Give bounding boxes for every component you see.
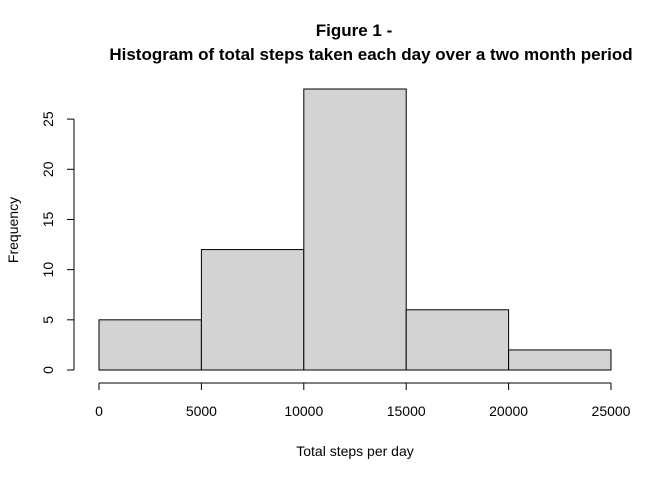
y-tick-label-4: 20 [40, 161, 56, 177]
y-tick-label-5: 25 [40, 111, 56, 127]
histogram-bar-4 [508, 349, 612, 371]
histogram-bar-3 [405, 309, 510, 371]
x-tick-label-0: 0 [95, 403, 103, 419]
x-tick-label-3: 15000 [387, 403, 426, 419]
y-tick-label-0: 0 [40, 366, 56, 374]
x-tick-label-1: 5000 [186, 403, 217, 419]
x-tick-label-4: 20000 [489, 403, 528, 419]
histogram-bar-0 [98, 319, 202, 371]
chart-title: Figure 1 - [316, 21, 393, 40]
x-tick-label-5: 25000 [592, 403, 631, 419]
y-axis-label: Frequency [5, 197, 21, 263]
x-axis: 0 5000 10000 15000 20000 25000 [95, 382, 631, 419]
histogram-bar-1 [200, 249, 305, 371]
y-tick-label-2: 10 [40, 262, 56, 278]
chart-subtitle: Histogram of total steps taken each day … [109, 45, 632, 64]
histogram-bar-2 [303, 88, 407, 371]
y-tick-label-1: 5 [40, 316, 56, 324]
y-axis: 0 5 10 15 20 25 [40, 111, 75, 374]
y-tick-label-3: 15 [40, 211, 56, 227]
x-tick-label-2: 10000 [284, 403, 323, 419]
x-axis-label: Total steps per day [296, 443, 414, 459]
bars-layer [98, 88, 612, 371]
